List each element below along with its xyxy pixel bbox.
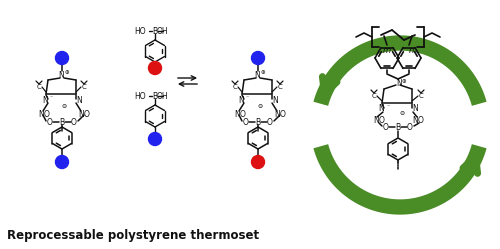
Text: N: N: [412, 104, 418, 113]
Text: HO: HO: [134, 91, 146, 101]
Text: O: O: [240, 110, 246, 119]
Text: N: N: [42, 96, 48, 105]
Text: B: B: [60, 118, 64, 126]
Text: ⊕: ⊕: [64, 70, 69, 75]
Text: C: C: [418, 93, 424, 99]
Text: ⊕: ⊕: [260, 70, 265, 75]
Circle shape: [148, 62, 162, 74]
Text: O: O: [84, 110, 90, 119]
Text: O: O: [267, 118, 273, 126]
Text: C: C: [278, 84, 282, 90]
Text: O: O: [383, 123, 389, 131]
Text: N: N: [378, 104, 384, 113]
Text: m: m: [383, 46, 391, 55]
Text: O: O: [44, 110, 50, 119]
Text: OH: OH: [157, 91, 168, 101]
Text: n: n: [408, 46, 414, 55]
Text: ⁻: ⁻: [246, 97, 248, 102]
Text: ⊖: ⊖: [400, 111, 404, 116]
Text: ⁻: ⁻: [386, 106, 390, 111]
Text: O: O: [280, 110, 286, 119]
Text: C: C: [82, 84, 86, 90]
Text: O: O: [418, 116, 424, 124]
Text: ⊕: ⊕: [402, 78, 406, 83]
Text: N: N: [76, 96, 82, 105]
Text: N: N: [272, 96, 278, 105]
Text: ⊖: ⊖: [258, 104, 262, 109]
Text: O: O: [407, 123, 413, 131]
Text: N: N: [396, 78, 402, 87]
Text: HO: HO: [134, 26, 146, 36]
Text: N: N: [238, 96, 244, 105]
Text: C: C: [36, 84, 42, 90]
Text: C: C: [372, 93, 376, 99]
Text: B: B: [152, 91, 158, 101]
Circle shape: [56, 52, 68, 64]
Text: OH: OH: [157, 26, 168, 36]
Circle shape: [56, 155, 68, 169]
Text: N: N: [234, 110, 240, 119]
Circle shape: [148, 132, 162, 145]
Circle shape: [252, 52, 264, 64]
Text: N: N: [58, 70, 64, 79]
Text: N: N: [38, 110, 44, 119]
Text: B: B: [152, 26, 158, 36]
Text: B: B: [256, 118, 260, 126]
Text: O: O: [243, 118, 249, 126]
Text: Reprocessable polystyrene thermoset: Reprocessable polystyrene thermoset: [7, 229, 259, 242]
Text: N: N: [412, 116, 418, 124]
Text: ⁻: ⁻: [50, 97, 52, 102]
Text: N: N: [78, 110, 84, 119]
Text: N: N: [274, 110, 280, 119]
Text: C: C: [232, 84, 237, 90]
Text: ⊖: ⊖: [62, 104, 66, 109]
Text: B: B: [396, 123, 400, 131]
Text: N: N: [254, 70, 260, 79]
Text: O: O: [71, 118, 77, 126]
Text: O: O: [379, 116, 385, 124]
Text: N: N: [373, 116, 379, 124]
Circle shape: [252, 155, 264, 169]
Text: O: O: [47, 118, 53, 126]
